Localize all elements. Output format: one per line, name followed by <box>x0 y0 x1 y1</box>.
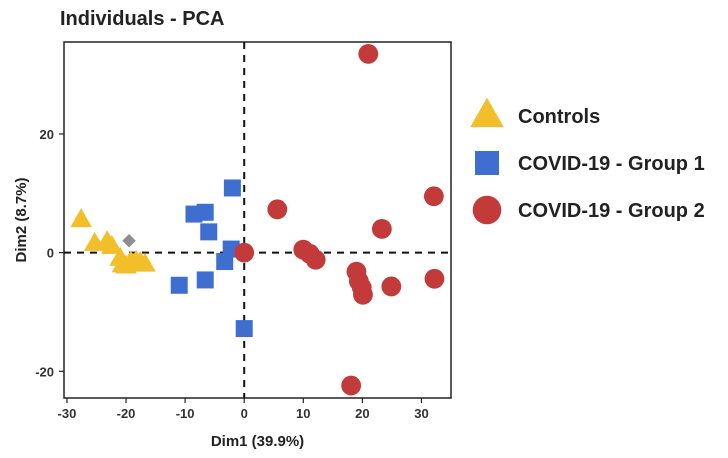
y-tick-label: 0 <box>47 246 54 261</box>
x-tick-label: -20 <box>117 406 136 421</box>
x-tick-label: 20 <box>355 406 369 421</box>
diamond-point <box>122 234 136 248</box>
x-tick-label: -10 <box>176 406 195 421</box>
square-point <box>235 320 253 338</box>
axis-ticks: -30 -20 -10 0 10 20 30 -20 0 20 <box>35 127 428 421</box>
circle-point <box>341 375 362 396</box>
square-point <box>170 276 188 294</box>
x-axis-label: Dim1 (39.9%) <box>211 433 304 450</box>
circle-point <box>371 219 392 239</box>
square-point <box>196 203 214 221</box>
x-tick-label: 0 <box>241 406 248 421</box>
chart-title: Individuals - PCA <box>60 8 224 30</box>
plot-area <box>63 41 452 399</box>
square-point <box>200 223 218 241</box>
legend-circle-icon <box>472 195 502 225</box>
legend-label: COVID-19 - Group 1 <box>518 153 705 175</box>
square-point <box>223 179 241 197</box>
data-points <box>70 43 445 396</box>
triangle-point <box>134 252 156 272</box>
x-tick-label: -30 <box>58 406 77 421</box>
circle-point <box>353 284 373 305</box>
triangle-point <box>101 234 123 254</box>
circle-point <box>267 199 288 220</box>
y-tick-label: 20 <box>40 127 54 142</box>
legend-label: Controls <box>518 106 600 128</box>
y-axis-label: Dim2 (8.7%) <box>13 177 30 262</box>
x-tick-label: 30 <box>414 406 428 421</box>
legend: Controls COVID-19 - Group 1 COVID-19 - Gro… <box>470 97 705 225</box>
circle-point <box>381 276 402 297</box>
legend-square-icon <box>475 151 499 175</box>
legend-label: COVID-19 - Group 2 <box>518 200 705 222</box>
circle-point <box>424 268 445 289</box>
x-tick-label: 10 <box>296 406 310 421</box>
circle-point <box>305 249 326 270</box>
y-tick-label: -20 <box>35 364 54 379</box>
triangle-point <box>70 208 92 228</box>
square-point <box>216 253 234 271</box>
circle-point <box>234 242 255 263</box>
circle-point <box>358 43 379 64</box>
circle-point <box>423 186 444 207</box>
legend-triangle-icon <box>470 97 504 128</box>
square-point <box>196 271 214 289</box>
